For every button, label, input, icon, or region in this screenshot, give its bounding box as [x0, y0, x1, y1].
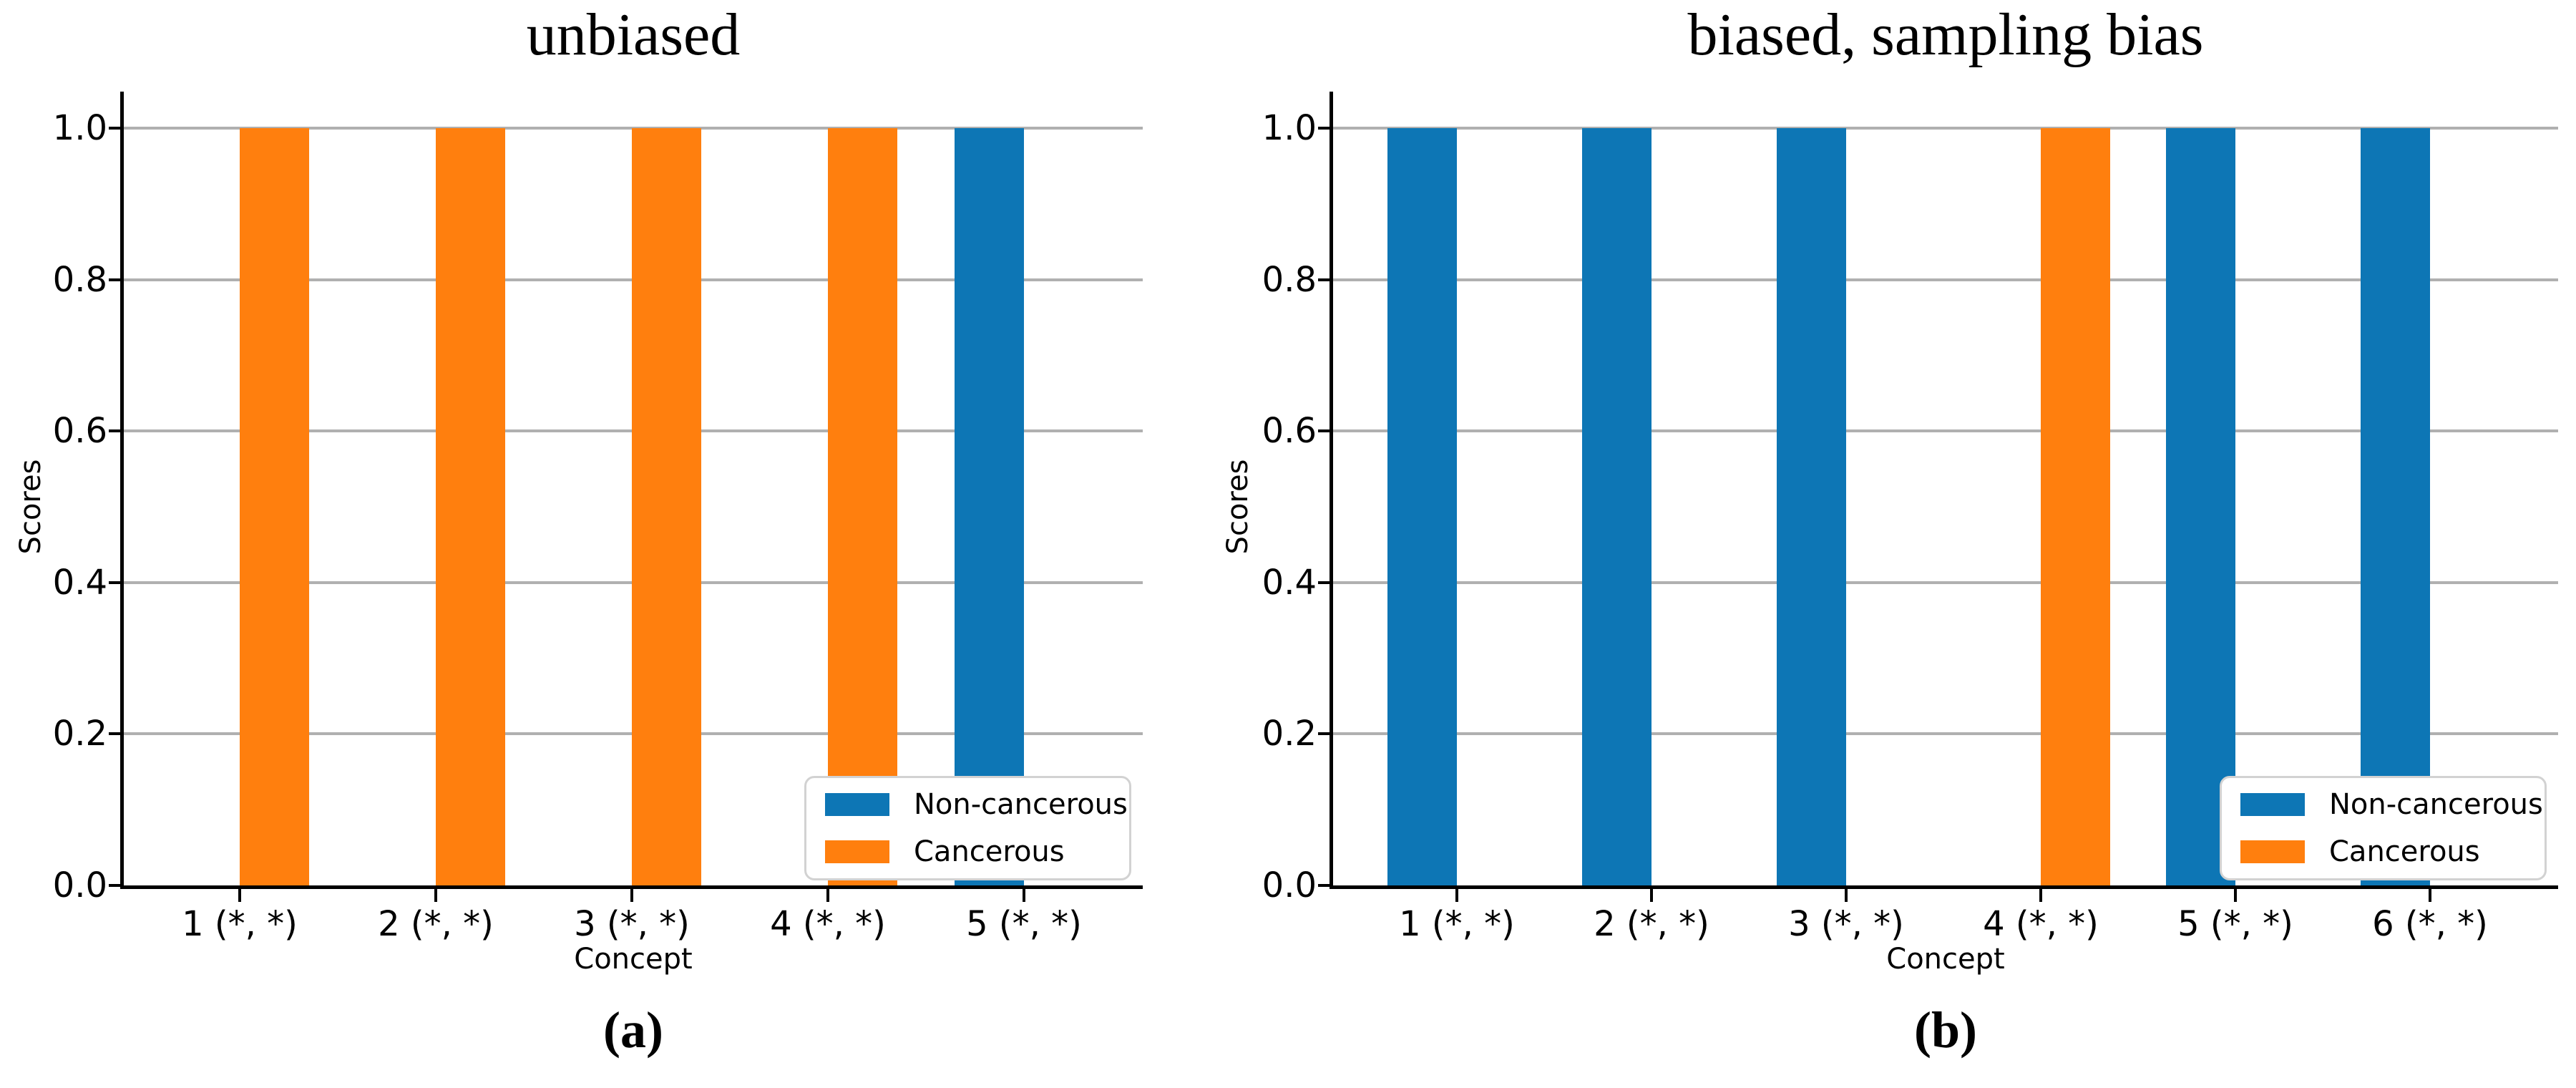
y-tick-mark	[109, 732, 120, 736]
y-tick-label: 0.0	[52, 865, 107, 905]
legend-label: Cancerous	[2329, 835, 2480, 868]
y-tick-label: 0.6	[52, 411, 107, 452]
x-tick-mark	[238, 889, 241, 902]
bar-concept-4-cancerous	[2041, 128, 2110, 885]
x-tick-mark	[434, 889, 437, 902]
bar-concept-2-non_cancerous	[1582, 128, 1652, 885]
x-axis-spine	[120, 885, 1143, 889]
y-tick-mark	[109, 127, 120, 130]
x-tick-mark	[2039, 889, 2042, 902]
y-tick-mark	[109, 429, 120, 433]
y-tick-label: 0.8	[52, 259, 107, 300]
gridline	[1333, 127, 2558, 130]
y-tick-mark	[1318, 278, 1330, 281]
y-tick-label: 0.2	[52, 714, 107, 754]
x-tick-mark	[630, 889, 633, 902]
x-tick-mark	[2234, 889, 2237, 902]
y-tick-mark	[1318, 127, 1330, 130]
x-tick-mark	[1845, 889, 1848, 902]
y-tick-mark	[109, 884, 120, 887]
y-tick-mark	[109, 278, 120, 281]
x-tick-label: 5 (*, *)	[966, 904, 1082, 944]
x-axis-spine	[1330, 885, 2558, 889]
x-tick-label: 5 (*, *)	[2177, 904, 2293, 944]
chart-b-legend: Non-cancerous Cancerous	[2220, 776, 2547, 880]
legend-item: Non-cancerous	[2240, 790, 2545, 819]
y-tick-mark	[1318, 581, 1330, 584]
x-tick-label: 6 (*, *)	[2372, 904, 2488, 944]
y-tick-label: 0.6	[1262, 411, 1317, 452]
x-tick-label: 3 (*, *)	[574, 904, 690, 944]
gridline	[1333, 732, 2558, 736]
y-axis-spine	[1330, 92, 1333, 889]
bar-concept-5-non_cancerous	[2166, 128, 2235, 885]
legend-item: Non-cancerous	[825, 790, 1129, 819]
gridline	[1333, 429, 2558, 433]
chart-b-title: biased, sampling bias	[1687, 1, 2204, 68]
y-tick-label: 0.8	[1262, 259, 1317, 300]
y-tick-mark	[109, 581, 120, 584]
legend-label: Cancerous	[914, 835, 1065, 868]
bar-concept-3-cancerous	[632, 128, 701, 885]
chart-a-title: unbiased	[526, 1, 741, 68]
bar-concept-5-non_cancerous	[955, 128, 1024, 885]
x-tick-label: 2 (*, *)	[378, 904, 494, 944]
legend-item: Cancerous	[2240, 837, 2545, 866]
chart-b-x-axis-label: Concept	[1886, 943, 2005, 976]
legend-item: Cancerous	[825, 837, 1129, 866]
legend-swatch-non_cancerous	[825, 793, 889, 816]
y-tick-label: 1.0	[52, 108, 107, 148]
gridline	[1333, 278, 2558, 281]
y-tick-label: 0.0	[1262, 865, 1317, 905]
bar-concept-6-non_cancerous	[2361, 128, 2430, 885]
y-tick-mark	[1318, 884, 1330, 887]
y-tick-label: 0.2	[1262, 714, 1317, 754]
bar-concept-3-non_cancerous	[1777, 128, 1846, 885]
x-tick-mark	[2429, 889, 2431, 902]
x-tick-mark	[1023, 889, 1025, 902]
chart-b-caption: (b)	[1914, 1001, 1977, 1059]
x-tick-mark	[826, 889, 829, 902]
y-tick-label: 0.4	[1262, 562, 1317, 603]
bar-concept-1-non_cancerous	[1387, 128, 1457, 885]
x-tick-mark	[1455, 889, 1458, 902]
y-tick-mark	[1318, 429, 1330, 433]
legend-swatch-non_cancerous	[2240, 793, 2305, 816]
chart-a-legend: Non-cancerous Cancerous	[804, 776, 1131, 880]
x-tick-label: 4 (*, *)	[1983, 904, 2099, 944]
y-tick-label: 1.0	[1262, 108, 1317, 148]
y-tick-mark	[1318, 732, 1330, 736]
gridline	[1333, 581, 2558, 584]
legend-swatch-cancerous	[2240, 840, 2305, 863]
chart-a-x-axis-label: Concept	[574, 943, 693, 976]
x-tick-label: 1 (*, *)	[1399, 904, 1515, 944]
bar-concept-2-cancerous	[436, 128, 505, 885]
y-axis-spine	[120, 92, 124, 889]
legend-swatch-cancerous	[825, 840, 889, 863]
x-tick-mark	[1650, 889, 1653, 902]
bar-concept-1-cancerous	[240, 128, 309, 885]
legend-label: Non-cancerous	[914, 788, 1128, 821]
bar-concept-4-cancerous	[828, 128, 897, 885]
legend-label: Non-cancerous	[2329, 788, 2543, 821]
x-tick-label: 2 (*, *)	[1594, 904, 1709, 944]
x-tick-label: 1 (*, *)	[182, 904, 298, 944]
y-tick-label: 0.4	[52, 562, 107, 603]
chart-a-caption: (a)	[603, 1001, 663, 1059]
x-tick-label: 4 (*, *)	[770, 904, 886, 944]
x-tick-label: 3 (*, *)	[1788, 904, 1904, 944]
